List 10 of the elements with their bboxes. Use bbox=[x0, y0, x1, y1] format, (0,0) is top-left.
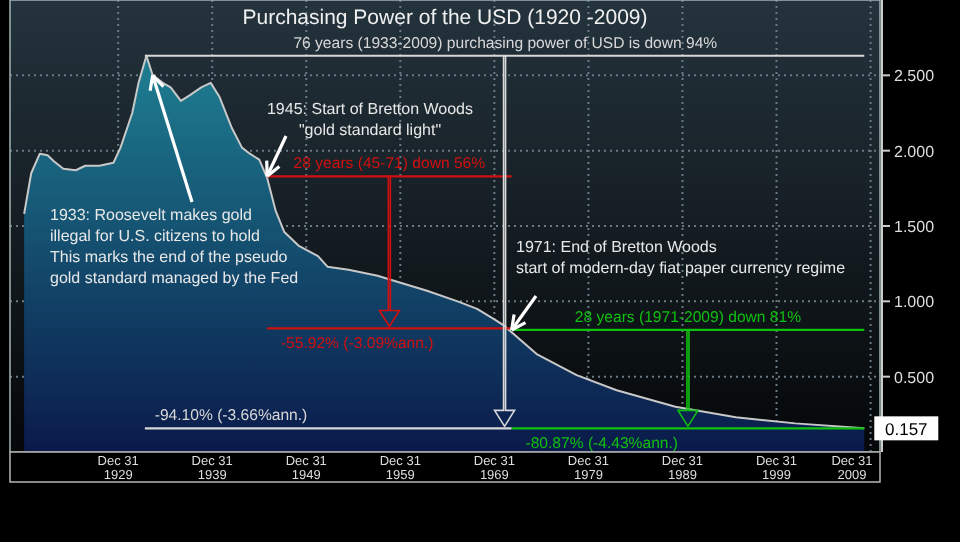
y-tick-label: 0.500 bbox=[894, 368, 936, 387]
annotation: 1971: End of Bretton Woods start of modern-day fiat paper currency regime bbox=[516, 238, 847, 277]
y-tick-label: 2.500 bbox=[894, 67, 936, 86]
chart-title: Purchasing Power of the USD (1920 -2009) bbox=[242, 6, 648, 30]
data-label: 0.157 bbox=[885, 419, 929, 440]
y-tick-label: 2.000 bbox=[894, 142, 936, 161]
annotation: 1933: Roosevelt makes gold illegal for U.S. citizens to hold This marks the end of the pseudo gold standard managed by the Fed bbox=[50, 206, 299, 287]
y-tick-label: 1.000 bbox=[894, 293, 936, 312]
y-tick-label: 1.500 bbox=[894, 218, 936, 236]
annotation: 1945: Start of Bretton Woods "gold standard light" bbox=[266, 100, 474, 139]
